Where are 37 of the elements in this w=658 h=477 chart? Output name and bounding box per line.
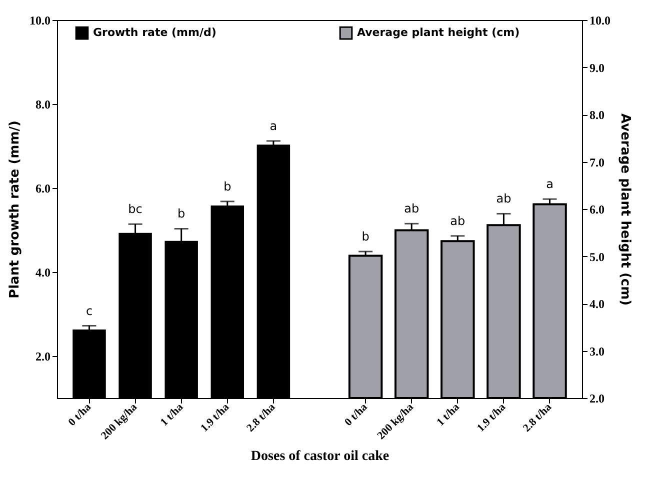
data-label: bc — [128, 202, 142, 216]
data-label: c — [86, 304, 93, 318]
y2-axis-title: Average plant height (cm) — [618, 113, 632, 306]
y-tick-label: 2.0 — [36, 350, 50, 364]
data-label: b — [362, 230, 370, 244]
data-label: ab — [404, 202, 420, 216]
data-label: b — [178, 206, 186, 221]
y-tick-label: 10.0 — [30, 14, 50, 28]
x-tick-label: 0 t/ha — [66, 400, 94, 429]
y2-tick-label: 8.0 — [590, 108, 604, 122]
y-axis-title: Plant growth rate (mm/) — [8, 120, 22, 298]
x-tick-label: 0 t/ha — [342, 400, 370, 429]
data-label: a — [270, 118, 278, 133]
y-tick-label: 6.0 — [36, 182, 50, 196]
x-tick-label: 2.8 t/ha — [520, 400, 554, 434]
data-label: ab — [450, 214, 466, 228]
y-tick-label: 4.0 — [36, 266, 50, 280]
x-tick-label: 1 t/ha — [158, 400, 186, 429]
y2-tick-label: 7.0 — [590, 155, 604, 170]
y2-tick-label: 5.0 — [590, 250, 604, 264]
y2-tick-label: 4.0 — [590, 297, 604, 311]
data-label: ab — [496, 192, 512, 206]
data-label: b — [224, 179, 232, 194]
y2-tick-label: 10.0 — [590, 14, 610, 28]
x-axis-title: Doses of castor oil cake — [250, 449, 390, 464]
x-tick-label: 2.8 t/ha — [244, 400, 278, 434]
data-label: a — [546, 177, 554, 192]
y2-tick-label: 6.0 — [590, 202, 604, 216]
x-tick-label: 1 t/ha — [434, 400, 462, 429]
y2-tick-label: 3.0 — [590, 344, 604, 358]
legend-label: Growth rate (mm/d) — [93, 26, 216, 40]
legend-label: Average plant height (cm) — [357, 26, 520, 40]
x-tick-label: 1.9 t/ha — [198, 400, 232, 434]
y-tick-label: 8.0 — [36, 98, 50, 112]
x-tick-label: 1.9 t/ha — [474, 400, 508, 434]
y2-tick-label: 2.0 — [590, 392, 604, 406]
y2-tick-label: 9.0 — [590, 60, 604, 75]
